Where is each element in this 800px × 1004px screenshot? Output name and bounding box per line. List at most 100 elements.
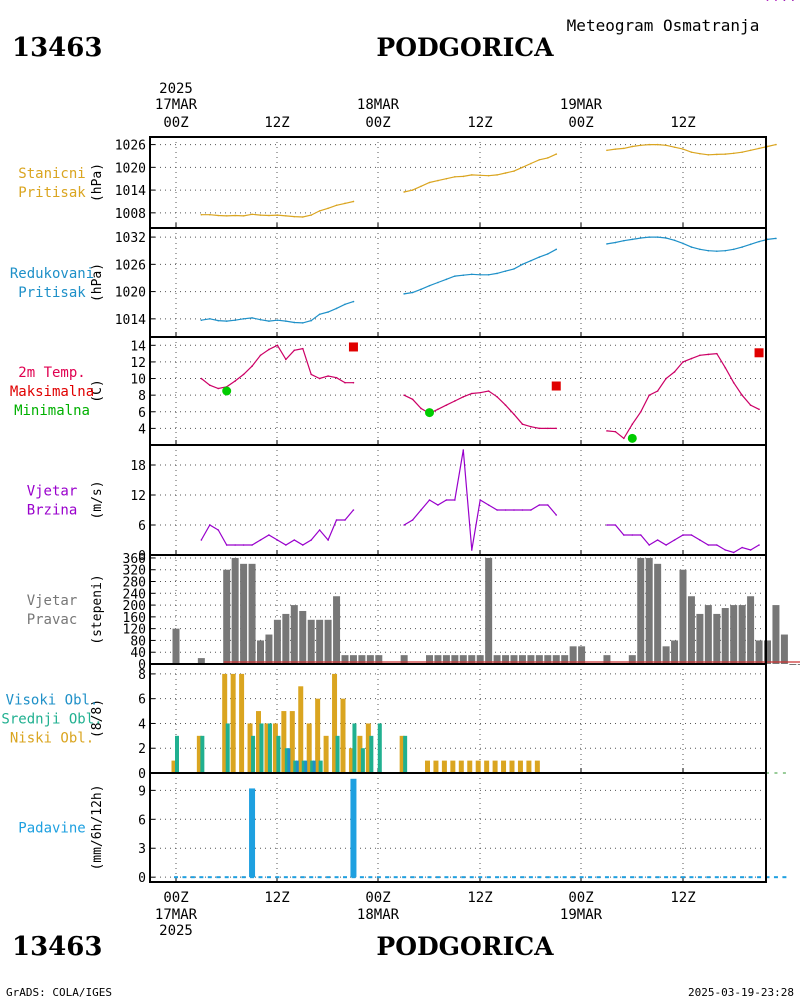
data-point xyxy=(454,275,456,277)
data-point xyxy=(411,189,414,191)
data-point xyxy=(682,361,684,363)
data-point xyxy=(606,524,608,526)
station-id: 13463 xyxy=(12,33,102,63)
data-point xyxy=(547,253,549,255)
data-point xyxy=(716,250,718,252)
data-point xyxy=(470,549,473,551)
cloud-bar xyxy=(175,735,179,773)
data-point xyxy=(335,376,338,379)
data-bar xyxy=(290,605,298,664)
data-point xyxy=(665,237,667,239)
data-bar xyxy=(341,655,349,664)
zero-precip-mark xyxy=(740,876,745,879)
data-point xyxy=(513,509,515,511)
cloud-bar xyxy=(301,760,306,773)
data-point xyxy=(631,423,634,426)
data-point xyxy=(462,449,465,451)
chart-subtitle: Meteogram Osmatranja xyxy=(567,16,760,35)
zero-precip-mark xyxy=(537,876,542,879)
data-point xyxy=(766,145,769,148)
data-point xyxy=(606,149,608,152)
data-point xyxy=(690,151,693,153)
data-point xyxy=(352,300,355,303)
data-bar xyxy=(333,596,341,664)
data-point xyxy=(437,408,439,411)
data-point xyxy=(496,396,498,398)
data-point xyxy=(234,319,236,321)
footer-station-name: PODGORICA xyxy=(376,932,554,961)
zero-precip-mark xyxy=(317,876,322,879)
y-tick-label: 120 xyxy=(123,623,146,638)
data-point xyxy=(707,249,710,252)
hour-label-top-2: 12Z xyxy=(264,115,289,131)
zero-precip-mark xyxy=(241,876,246,879)
zero-precip-mark xyxy=(190,876,195,879)
data-point xyxy=(344,303,346,306)
y-tick-label: 80 xyxy=(130,634,146,649)
zero-precip-mark xyxy=(528,876,533,879)
data-point xyxy=(758,544,760,546)
data-point xyxy=(521,423,524,426)
zero-precip-mark xyxy=(410,876,415,879)
zero-precip-mark xyxy=(621,876,626,879)
cloud-bar xyxy=(369,735,374,773)
cloud-bar xyxy=(357,735,363,773)
data-point xyxy=(428,499,431,501)
year-label-top: 2025 xyxy=(159,81,193,97)
data-point xyxy=(259,318,262,321)
zero-precip-mark xyxy=(512,876,516,879)
date-label-top-1: 17MAR xyxy=(155,97,198,113)
data-point xyxy=(521,166,524,169)
data-bar xyxy=(637,557,645,664)
data-point xyxy=(437,504,439,506)
data-bar xyxy=(789,664,797,665)
panel-label-1: Redukovani xyxy=(10,266,94,282)
data-point xyxy=(285,544,287,546)
cloud-bar xyxy=(281,711,287,773)
y-tick-label: 0 xyxy=(138,549,146,564)
data-point xyxy=(614,148,617,150)
data-point xyxy=(479,273,482,276)
y-tick-label: 1020 xyxy=(115,161,146,176)
data-point xyxy=(732,248,735,251)
data-point xyxy=(301,347,304,350)
cloud-bar xyxy=(225,723,230,773)
data-point xyxy=(504,509,507,511)
data-bar xyxy=(510,655,518,664)
data-bar xyxy=(704,605,712,664)
data-point xyxy=(673,146,676,149)
cloud-bar xyxy=(310,760,315,773)
data-point xyxy=(530,509,532,511)
panel-label-3: Niski Obl. xyxy=(10,731,94,747)
data-bar xyxy=(231,557,239,664)
data-bar xyxy=(265,634,273,664)
min-temp-marker xyxy=(222,386,232,396)
data-bar xyxy=(561,655,569,664)
zero-precip-mark xyxy=(452,876,457,879)
data-point xyxy=(242,544,245,546)
data-point xyxy=(487,174,490,177)
data-bar xyxy=(527,655,535,664)
zero-precip-mark xyxy=(757,876,762,879)
data-point xyxy=(344,202,346,205)
data-point xyxy=(724,153,727,155)
data-point xyxy=(242,215,245,217)
data-point xyxy=(293,215,296,218)
data-point xyxy=(682,534,684,536)
data-point xyxy=(454,400,456,402)
data-point xyxy=(479,174,482,177)
data-point xyxy=(200,539,203,541)
data-bar xyxy=(679,569,687,664)
data-point xyxy=(631,238,634,241)
zero-precip-mark xyxy=(486,876,491,879)
data-point xyxy=(217,387,220,390)
data-point xyxy=(724,249,727,252)
y-tick-label: 2 xyxy=(138,742,146,757)
y-axis-label: (C) xyxy=(90,379,105,402)
data-point xyxy=(496,174,498,176)
cloud-bar xyxy=(276,735,281,773)
data-point xyxy=(454,499,456,501)
y-tick-label: 1008 xyxy=(115,207,146,222)
cloud-bar xyxy=(509,760,515,773)
data-point xyxy=(335,519,338,521)
